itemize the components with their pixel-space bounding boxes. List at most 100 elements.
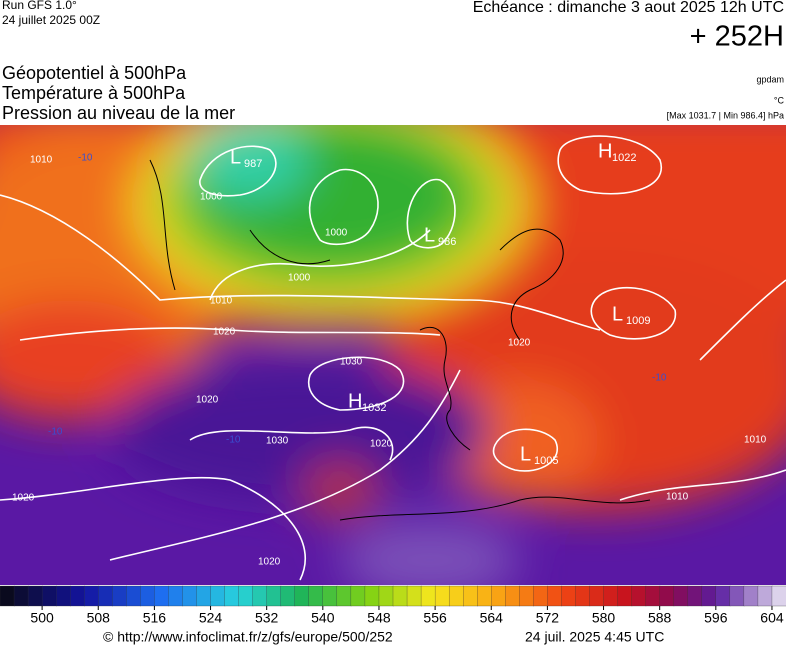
colorbar-swatch [98,585,113,607]
colorbar-swatch [224,585,240,607]
colorbar-swatch [434,585,450,607]
center-value: 1005 [534,455,558,467]
colorbar-swatch [743,585,759,607]
colorbar-swatch [308,585,324,607]
colorbar-label: 572 [536,610,560,626]
field: Géopotentiel à 500hPa [2,63,187,83]
colorbar-swatch [364,585,380,607]
colorbar-swatch [406,585,422,607]
isobar-label: 1030 [340,357,363,368]
unit: °C [774,95,785,105]
colorbar-swatch [350,585,366,607]
colorbar-label: 604 [760,610,784,626]
isobar-label: 1010 [666,492,689,503]
isobar-label: 1010 [744,435,767,446]
colorbar-swatch [294,585,310,607]
colorbar-label: 588 [648,610,672,626]
colorbar-swatch [631,585,647,607]
temperature-label: -10 [652,373,667,384]
isobar-label: 1010 [30,155,53,166]
colorbar-swatch [84,585,99,607]
colorbar-swatch [617,585,633,607]
isobar-label: 1020 [258,557,281,568]
center-type: L [424,224,435,246]
center-value: 986 [438,236,456,248]
colorbar-label: 596 [704,610,728,626]
colorbar-swatch [701,585,717,607]
colorbar-swatch [645,585,661,607]
colorbar-swatch [603,585,619,607]
colorbar-swatch [266,585,282,607]
temperature-label: -10 [48,427,63,438]
isobar-label: 1020 [12,493,35,504]
colorbar-swatch [41,585,57,607]
colorbar-swatch [729,585,745,607]
colorbar-label: 548 [367,610,391,626]
colorbar-swatch [463,585,478,607]
footer-time: 24 juil. 2025 4:45 UTC [525,629,664,645]
colorbar-label: 540 [311,610,335,626]
center-type: L [230,146,241,168]
isobar-label: 1000 [200,192,223,203]
colorbar-swatch [13,585,29,607]
center-value: 1022 [612,152,636,164]
isobar-label: 1020 [370,439,393,450]
colorbar-swatch [378,585,394,607]
colorbar-swatch [112,585,127,607]
colorbar-swatch [505,585,520,607]
colorbar-label: 556 [423,610,447,626]
colorbar-swatch [182,585,198,607]
colorbar-label: 564 [480,610,504,626]
colorbar-swatch [168,585,184,607]
colorbar-swatch [154,585,170,607]
isobar-label: 1020 [508,338,531,349]
extremes: [Max 1031.7 | Min 986.4] hPa [667,110,784,120]
colorbar-swatch [70,585,85,607]
colorbar-swatch [252,585,268,607]
colorbar-swatch [210,585,226,607]
field: Pression au niveau de la mer [2,103,235,123]
colorbar-swatch [448,585,464,607]
colorbar-swatch [196,585,212,607]
unit: gpdam [756,74,784,84]
center-type: L [520,443,531,465]
colorbar-label: 532 [255,610,279,626]
colorbar-label: 524 [199,610,223,626]
colorbar-swatch [126,585,142,607]
isobar-label: 1020 [196,395,219,406]
temperature-label: -10 [226,435,241,446]
isobar-label: 1020 [213,327,236,338]
isobar-label: 1030 [266,436,289,447]
colorbar-label: 580 [592,610,616,626]
isobar-label: 1000 [325,228,348,239]
lead-time: + 252H [690,21,784,53]
colorbar-swatch [392,585,408,607]
colorbar-label: 508 [87,610,111,626]
colorbar-swatch [673,585,689,607]
colorbar-swatch [715,585,731,607]
center-value: 1032 [362,402,386,414]
colorbar-swatch [27,585,43,607]
colorbar-swatch [561,585,577,607]
center-type: H [598,140,612,162]
map [0,125,786,585]
colorbar-swatch [280,585,296,607]
colorbar-label: 516 [143,610,167,626]
colorbar-swatch [547,585,563,607]
field: Température à 500hPa [2,83,186,103]
colorbar-swatch [336,585,352,607]
colorbar-swatch [757,585,773,607]
center-value: 987 [244,158,262,170]
center-value: 1009 [626,315,650,327]
colorbar-swatch [0,585,15,607]
colorbar-swatch [519,585,535,607]
isobar-label: 1000 [288,273,311,284]
run: Run GFS 1.0° [2,0,77,12]
colorbar-swatch [575,585,591,607]
valid-time: Echéance : dimanche 3 aout 2025 12h UTC [473,0,784,16]
colorbar-swatch [55,585,71,607]
colorbar-swatch [477,585,492,607]
center-type: L [612,303,623,325]
